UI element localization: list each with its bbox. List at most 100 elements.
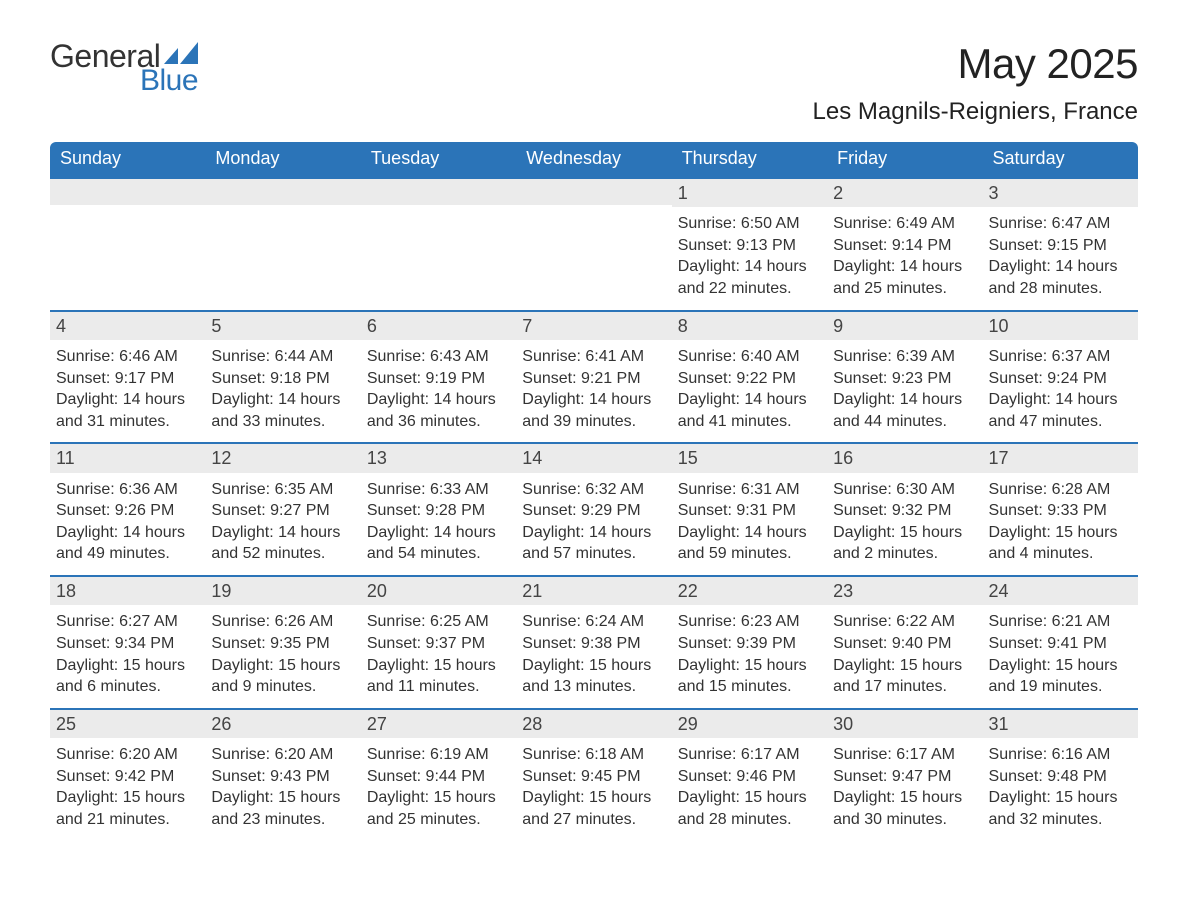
day-number: 12 bbox=[205, 444, 360, 472]
day-number: 4 bbox=[50, 312, 205, 340]
day-cell bbox=[205, 179, 360, 310]
day-cell: 30Sunrise: 6:17 AMSunset: 9:47 PMDayligh… bbox=[827, 710, 982, 841]
sunrise-text: Sunrise: 6:20 AM bbox=[211, 744, 354, 766]
day-number: 26 bbox=[205, 710, 360, 738]
daylight-text: Daylight: 14 hours and 39 minutes. bbox=[522, 389, 665, 432]
day-number: 23 bbox=[827, 577, 982, 605]
sunrise-text: Sunrise: 6:39 AM bbox=[833, 346, 976, 368]
day-number: 17 bbox=[983, 444, 1138, 472]
day-cell: 10Sunrise: 6:37 AMSunset: 9:24 PMDayligh… bbox=[983, 312, 1138, 443]
week-row: 1Sunrise: 6:50 AMSunset: 9:13 PMDaylight… bbox=[50, 177, 1138, 310]
daylight-text: Daylight: 14 hours and 36 minutes. bbox=[367, 389, 510, 432]
day-number: 8 bbox=[672, 312, 827, 340]
day-number: 29 bbox=[672, 710, 827, 738]
sunset-text: Sunset: 9:15 PM bbox=[989, 235, 1132, 257]
day-header: Saturday bbox=[983, 142, 1138, 177]
daylight-text: Daylight: 15 hours and 23 minutes. bbox=[211, 787, 354, 830]
day-cell bbox=[50, 179, 205, 310]
day-header: Friday bbox=[827, 142, 982, 177]
day-number: 28 bbox=[516, 710, 671, 738]
sunset-text: Sunset: 9:33 PM bbox=[989, 500, 1132, 522]
sunrise-text: Sunrise: 6:25 AM bbox=[367, 611, 510, 633]
sunrise-text: Sunrise: 6:28 AM bbox=[989, 479, 1132, 501]
sunrise-text: Sunrise: 6:36 AM bbox=[56, 479, 199, 501]
daylight-text: Daylight: 15 hours and 4 minutes. bbox=[989, 522, 1132, 565]
daylight-text: Daylight: 15 hours and 17 minutes. bbox=[833, 655, 976, 698]
sunrise-text: Sunrise: 6:22 AM bbox=[833, 611, 976, 633]
day-number: 14 bbox=[516, 444, 671, 472]
sunset-text: Sunset: 9:42 PM bbox=[56, 766, 199, 788]
sunrise-text: Sunrise: 6:33 AM bbox=[367, 479, 510, 501]
day-header: Sunday bbox=[50, 142, 205, 177]
sunset-text: Sunset: 9:13 PM bbox=[678, 235, 821, 257]
title-location: Les Magnils-Reigniers, France bbox=[813, 98, 1138, 126]
day-header: Monday bbox=[205, 142, 360, 177]
sunset-text: Sunset: 9:28 PM bbox=[367, 500, 510, 522]
daylight-text: Daylight: 14 hours and 22 minutes. bbox=[678, 256, 821, 299]
week-row: 11 Sunrise: 6:36 AMSunset: 9:26 PM Dayligh… bbox=[50, 442, 1138, 575]
sunrise-text: Sunrise: 6:47 AM bbox=[989, 213, 1132, 235]
day-number: 6 bbox=[361, 312, 516, 340]
day-cell: 6Sunrise: 6:43 AMSunset: 9:19 PMDaylight… bbox=[361, 312, 516, 443]
day-cell: 9Sunrise: 6:39 AMSunset: 9:23 PMDaylight… bbox=[827, 312, 982, 443]
day-cell: 15Sunrise: 6:31 AMSunset: 9:31 PMDayligh… bbox=[672, 444, 827, 575]
day-header: Tuesday bbox=[361, 142, 516, 177]
daylight-text: Daylight: 15 hours and 2 minutes. bbox=[833, 522, 976, 565]
sunset-text: Sunset: 9:18 PM bbox=[211, 368, 354, 390]
daylight-text: Daylight: 14 hours and 41 minutes. bbox=[678, 389, 821, 432]
day-number: 22 bbox=[672, 577, 827, 605]
sunrise-text: Sunrise: 6:31 AM bbox=[678, 479, 821, 501]
day-header: Wednesday bbox=[516, 142, 671, 177]
day-number: 11 bbox=[50, 444, 205, 472]
sunrise-text: Sunrise: 6:40 AM bbox=[678, 346, 821, 368]
sunset-text: Sunset: 9:14 PM bbox=[833, 235, 976, 257]
sunset-text: Sunset: 9:31 PM bbox=[678, 500, 821, 522]
sunset-text: Sunset: 9:44 PM bbox=[367, 766, 510, 788]
daylight-text: Daylight: 14 hours and 25 minutes. bbox=[833, 256, 976, 299]
week-row: 18 Sunrise: 6:27 AMSunset: 9:34 PM Dayligh… bbox=[50, 575, 1138, 708]
day-cell: 12Sunrise: 6:35 AMSunset: 9:27 PMDayligh… bbox=[205, 444, 360, 575]
day-cell: 19Sunrise: 6:26 AMSunset: 9:35 PMDayligh… bbox=[205, 577, 360, 708]
sunrise-text: Sunrise: 6:16 AM bbox=[989, 744, 1132, 766]
daylight-text: Daylight: 15 hours and 21 minutes. bbox=[56, 787, 199, 830]
day-cell bbox=[361, 179, 516, 310]
sunset-text: Sunset: 9:17 PM bbox=[56, 368, 199, 390]
sunrise-text: Sunrise: 6:27 AM bbox=[56, 611, 199, 633]
day-number: 18 bbox=[50, 577, 205, 605]
sunset-text: Sunset: 9:34 PM bbox=[56, 633, 199, 655]
sunrise-text: Sunrise: 6:37 AM bbox=[989, 346, 1132, 368]
sunset-text: Sunset: 9:24 PM bbox=[989, 368, 1132, 390]
day-cell: 22Sunrise: 6:23 AMSunset: 9:39 PMDayligh… bbox=[672, 577, 827, 708]
day-header-row: SundayMondayTuesdayWednesdayThursdayFrid… bbox=[50, 142, 1138, 177]
day-cell: 18Sunrise: 6:27 AMSunset: 9:34 PMDayligh… bbox=[50, 577, 205, 708]
sunset-text: Sunset: 9:47 PM bbox=[833, 766, 976, 788]
day-number: 1 bbox=[672, 179, 827, 207]
day-number: 7 bbox=[516, 312, 671, 340]
weeks-container: 1Sunrise: 6:50 AMSunset: 9:13 PMDaylight… bbox=[50, 177, 1138, 840]
day-cell: 11Sunrise: 6:36 AMSunset: 9:26 PMDayligh… bbox=[50, 444, 205, 575]
sunset-text: Sunset: 9:39 PM bbox=[678, 633, 821, 655]
empty-day-bar bbox=[516, 179, 671, 205]
daylight-text: Daylight: 14 hours and 31 minutes. bbox=[56, 389, 199, 432]
sunset-text: Sunset: 9:43 PM bbox=[211, 766, 354, 788]
day-cell: 20Sunrise: 6:25 AMSunset: 9:37 PMDayligh… bbox=[361, 577, 516, 708]
sunset-text: Sunset: 9:26 PM bbox=[56, 500, 199, 522]
sunset-text: Sunset: 9:23 PM bbox=[833, 368, 976, 390]
day-cell: 27Sunrise: 6:19 AMSunset: 9:44 PMDayligh… bbox=[361, 710, 516, 841]
sunset-text: Sunset: 9:32 PM bbox=[833, 500, 976, 522]
sunset-text: Sunset: 9:40 PM bbox=[833, 633, 976, 655]
sunrise-text: Sunrise: 6:46 AM bbox=[56, 346, 199, 368]
sunrise-text: Sunrise: 6:18 AM bbox=[522, 744, 665, 766]
daylight-text: Daylight: 15 hours and 13 minutes. bbox=[522, 655, 665, 698]
daylight-text: Daylight: 15 hours and 27 minutes. bbox=[522, 787, 665, 830]
sunrise-text: Sunrise: 6:30 AM bbox=[833, 479, 976, 501]
daylight-text: Daylight: 15 hours and 11 minutes. bbox=[367, 655, 510, 698]
sunrise-text: Sunrise: 6:21 AM bbox=[989, 611, 1132, 633]
daylight-text: Daylight: 14 hours and 59 minutes. bbox=[678, 522, 821, 565]
sunrise-text: Sunrise: 6:20 AM bbox=[56, 744, 199, 766]
sunset-text: Sunset: 9:19 PM bbox=[367, 368, 510, 390]
sunrise-text: Sunrise: 6:26 AM bbox=[211, 611, 354, 633]
sunrise-text: Sunrise: 6:24 AM bbox=[522, 611, 665, 633]
title-block: May 2025 Les Magnils-Reigniers, France bbox=[813, 40, 1138, 126]
day-cell: 17 Sunrise: 6:28 AMSunset: 9:33 PMDayligh… bbox=[983, 444, 1138, 575]
